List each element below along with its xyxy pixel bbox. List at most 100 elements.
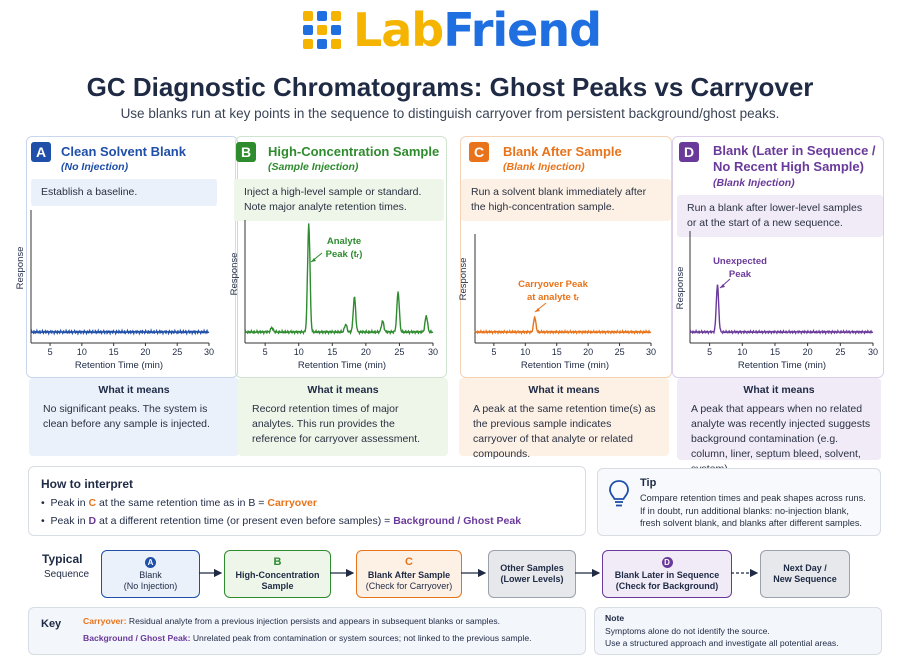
panel-d-tick-label: 5 — [707, 347, 712, 357]
panel-a-tick-label: 5 — [48, 347, 53, 357]
tip-line2: If in doubt, run additional blanks: no-i… — [640, 505, 849, 516]
interpret-box: How to interpret • Peak in C at the same… — [28, 466, 586, 536]
panel-a-subtitle: (No Injection) — [61, 161, 129, 173]
step-a-line2: (No Injection) — [123, 580, 178, 591]
panel-b-tick-label: 25 — [394, 347, 404, 357]
tip-box: Tip Compare retention times and peak sha… — [597, 468, 881, 536]
labfriend-logo: LabFriend — [0, 2, 900, 58]
note-line1: Symptoms alone do not identify the sourc… — [605, 626, 770, 636]
panel-b-trace — [244, 224, 434, 336]
bullet2-letter: D — [88, 515, 97, 527]
note-title: Note — [605, 613, 625, 623]
panel-b-meaning-text: Record retention times of major analytes… — [252, 403, 421, 445]
panel-c-peak — [533, 316, 536, 318]
lightbulb-icon — [609, 480, 629, 507]
panel-b-tick-label: 30 — [428, 347, 438, 357]
step-d-line2: (Check for Background) — [615, 580, 719, 591]
panel-a-title: Clean Solvent Blank — [61, 144, 186, 159]
panel-d-title-line2: No Recent High Sample) — [713, 159, 864, 174]
sequence-step-a: A Blank (No Injection) — [101, 550, 200, 598]
step-a-badge: A — [145, 556, 156, 568]
key-ghost-text: Unrelated peak from contamination or sys… — [192, 633, 532, 643]
interpret-bullet-carryover: • Peak in C at the same retention time a… — [41, 497, 317, 509]
panel-b-tick-label: 15 — [327, 347, 337, 357]
panel-a-tick-label: 10 — [77, 347, 87, 357]
panel-c-tick-label: 15 — [552, 347, 562, 357]
panel-c-xlabel: Retention Time (min) — [521, 360, 609, 371]
panel-c-annotation-line2: at analyte tᵣ — [527, 292, 580, 303]
panel-c-tick-label: 10 — [520, 347, 530, 357]
panel-b-ylabel: Response — [229, 253, 240, 296]
panel-c-trace — [474, 316, 652, 336]
panel-d-tick-label: 30 — [868, 347, 878, 357]
panel-c-tick-label: 30 — [646, 347, 656, 357]
panel-b-badge: B — [236, 142, 256, 162]
panel-d-tick-label: 20 — [803, 347, 813, 357]
panel-a-meaning-title: What it means — [98, 384, 170, 396]
note-line2: Use a structured approach and investigat… — [605, 638, 839, 648]
step-c-line1: Blank After Sample — [367, 569, 451, 580]
key-ghost: Background / Ghost Peak: Unrelated peak … — [83, 633, 532, 643]
panel-b-xlabel: Retention Time (min) — [298, 360, 386, 371]
bullet1-mid: at the same retention time as in B = — [96, 497, 268, 509]
panel-a-badge: A — [31, 142, 51, 162]
bullet1-pre: Peak in — [50, 497, 89, 509]
bullet2-result: Background / Ghost Peak — [393, 515, 522, 527]
panel-a-tick-label: 15 — [109, 347, 119, 357]
panel-d-badge: D — [679, 142, 699, 162]
panel-a-tick-label: 25 — [172, 347, 182, 357]
panel-c-tick-label: 25 — [615, 347, 625, 357]
panel-c-tick-label: 5 — [491, 347, 496, 357]
panel-a-tick-label: 20 — [140, 347, 150, 357]
panel-b-peak — [381, 320, 384, 323]
panel-b-meaning-title: What it means — [307, 384, 379, 396]
panel-d-ylabel: Response — [675, 267, 686, 310]
sequence-label-2: Sequence — [44, 569, 90, 580]
panel-a-meaning: What it means No significant peaks. The … — [29, 378, 239, 456]
panel-c-annotation-arrow-head — [535, 308, 540, 312]
panel-d-meaning: What it means A peak that appears when n… — [677, 378, 881, 475]
page-subtitle: Use blanks run at key points in the sequ… — [120, 106, 780, 121]
panel-b-peak — [344, 323, 347, 326]
panel-d-annotation-line2: Peak — [729, 269, 752, 280]
step-b-line2: Sample — [261, 580, 294, 591]
panel-d-trace — [689, 284, 874, 336]
sequence-step-b: B High-Concentration Sample — [224, 550, 331, 598]
step-b-badge: B — [273, 555, 282, 568]
step-d-line1: Blank Later in Sequence — [614, 569, 720, 580]
tip-text: Compare retention times and peak shapes … — [640, 492, 866, 530]
panel-b-peak — [425, 315, 428, 317]
panel-a-xlabel: Retention Time (min) — [75, 360, 163, 371]
step-next-line2: New Sequence — [773, 574, 837, 584]
panel-c: C Blank After Sample (Blank Injection) R… — [460, 136, 672, 378]
interpret-bullet-ghost: • Peak in D at a different retention tim… — [41, 515, 522, 527]
sequence-step-d: D Blank Later in Sequence (Check for Bac… — [602, 550, 732, 598]
panel-a-trace — [30, 328, 210, 336]
panel-a-note: Establish a baseline. — [31, 179, 217, 206]
sequence-step-other: Other Samples (Lower Levels) — [488, 550, 576, 598]
panel-c-meaning: What it means A peak at the same retenti… — [459, 378, 669, 460]
step-a-line1: Blank — [139, 569, 162, 580]
bullet1-letter: C — [88, 497, 97, 509]
logo-mark-icon — [302, 11, 341, 49]
panel-b-meaning: What it means Record retention times of … — [238, 378, 448, 456]
page-title: GC Diagnostic Chromatograms: Ghost Peaks… — [86, 72, 814, 102]
note-box: Note Symptoms alone do not identify the … — [594, 607, 882, 655]
panel-c-annotation-line1: Carryover Peak — [518, 279, 588, 290]
panel-b-annotation-line1: Analyte — [327, 236, 361, 247]
panel-b-peak — [353, 296, 356, 299]
tip-title: Tip — [640, 477, 657, 489]
logo-lab-text: Lab — [352, 3, 444, 57]
panel-c-title: Blank After Sample — [503, 144, 622, 159]
sequence-arrows — [199, 568, 759, 578]
sequence-step-c: C Blank After Sample (Check for Carryove… — [356, 550, 462, 598]
panel-d-annotation-arrow-head — [720, 284, 725, 288]
step-c-line2: (Check for Carryover) — [365, 580, 453, 591]
sequence-label: Typical — [42, 552, 83, 566]
panel-b-tick-label: 10 — [294, 347, 304, 357]
panel-b-tick-label: 5 — [263, 347, 268, 357]
panel-d-note: Run a blank after lower-level samples or… — [677, 195, 883, 237]
bullet2-mid: at a different retention time (or presen… — [96, 515, 394, 527]
panel-d-meaning-text: A peak that appears when no related anal… — [691, 403, 871, 475]
